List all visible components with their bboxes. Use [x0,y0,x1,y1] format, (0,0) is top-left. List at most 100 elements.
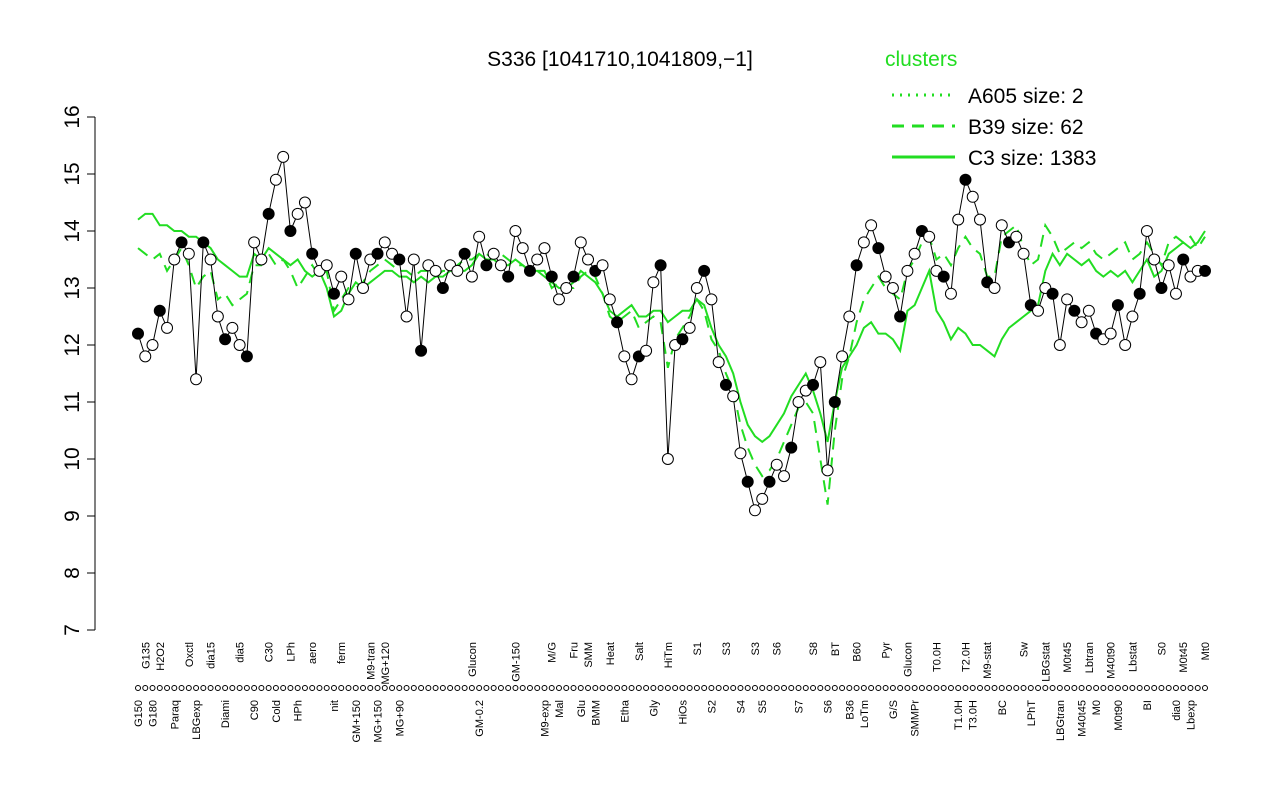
x-tick [1020,685,1027,691]
x-tick-label: ferm [336,642,348,664]
data-point [807,378,820,391]
x-tick [962,685,969,691]
x-tick [679,685,686,691]
data-point [1053,339,1066,351]
x-tick [860,685,867,691]
x-tick [715,685,722,691]
x-tick [781,685,788,691]
x-tick-label: T0.0H [931,642,943,672]
data-point [923,230,936,243]
x-tick [744,685,751,691]
data-point [320,259,333,272]
data-point [1199,264,1211,277]
x-tick [708,685,715,691]
data-point [778,470,791,483]
data-point [342,293,355,306]
x-tick [824,685,831,691]
x-tick [1013,685,1020,691]
x-tick [432,685,439,691]
data-point [1017,247,1030,260]
x-tick [802,685,809,691]
data-point [567,270,580,283]
data-point [618,350,631,363]
x-tick [911,685,918,691]
x-tick [468,685,475,691]
x-tick [585,685,592,691]
x-tick [345,685,352,691]
x-tick [454,685,461,691]
x-tick-label: S0 [1156,642,1168,655]
x-tick [889,685,896,691]
data-point [349,247,362,260]
x-tick-label: MG+120 [380,642,392,685]
data-point [574,236,587,249]
x-tick [686,685,693,691]
data-point [886,282,899,294]
x-tick [817,685,824,691]
data-point [719,378,732,391]
data-point [219,333,232,346]
legend-title: clusters [885,48,957,71]
x-tick [396,685,403,691]
x-tick [265,685,272,691]
x-tick [831,685,838,691]
data-point [393,253,406,266]
data-point [451,264,464,277]
x-tick [737,685,744,691]
x-tick-label: G135 [140,642,152,669]
x-tick-label: B60 [852,642,864,662]
data-point [277,150,290,163]
x-tick [730,685,737,691]
x-tick-label: C90 [249,700,261,720]
data-point [269,173,282,186]
x-tick [976,685,983,691]
data-point [734,447,747,460]
data-point [436,282,449,294]
data-point [1133,287,1146,300]
data-point [523,264,536,277]
x-tick [1114,685,1121,691]
x-tick-label: Paraq [169,700,181,729]
data-point [1119,339,1132,351]
x-tick-label: LBGexp [191,700,203,740]
x-tick [425,685,432,691]
data-point [262,207,275,220]
x-tick-label: Cold [271,700,283,723]
data-point [683,321,696,334]
x-tick-label: C30 [264,642,276,662]
x-tick [1056,685,1063,691]
x-tick [1078,685,1085,691]
data-point [509,225,522,237]
x-tick-label: Oxctl [184,642,196,667]
data-point [792,396,805,408]
x-tick-label: M9-tran [365,642,377,680]
data-point [1155,282,1168,294]
x-tick-label: T1.0H [953,700,965,730]
x-tick [171,685,178,691]
data-point [705,293,718,306]
data-point [1082,304,1095,317]
x-tick [519,685,526,691]
data-point [872,242,885,255]
x-tick [904,685,911,691]
x-tick [577,685,584,691]
x-tick [606,685,613,691]
x-tick [352,685,359,691]
data-point [1010,230,1023,243]
x-tick-label: GM+150 [351,700,363,743]
data-point [487,247,500,260]
x-tick [926,685,933,691]
x-tick-label: S5 [757,700,769,713]
data-point [988,282,1001,294]
x-tick [810,685,817,691]
x-tick [933,685,940,691]
x-tick [969,685,976,691]
x-tick-label: aero [307,642,319,664]
x-tick [490,685,497,691]
x-tick [621,685,628,691]
y-tick-label: 16 [61,105,84,128]
data-point [415,344,428,357]
x-tick-label: Mt0 [1200,642,1212,660]
x-tick-label: dia0 [1171,700,1183,721]
